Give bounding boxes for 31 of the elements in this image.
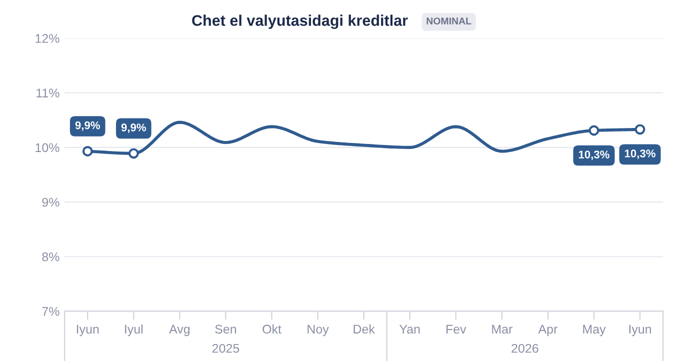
point: [634, 124, 646, 135]
x-tick-label: Okt: [262, 324, 282, 334]
chart-subtitle: NOMINAL: [426, 18, 472, 24]
y-tick-label: 7%: [42, 307, 60, 316]
x-tick-label: Noy: [308, 324, 329, 336]
x-tick-label: Yan: [399, 324, 420, 334]
x-tick-label: Sen: [215, 324, 236, 334]
y-tick-label: 11%: [36, 88, 60, 98]
y-tick-label: 12%: [36, 34, 60, 43]
y-tick-label: 8%: [42, 252, 60, 262]
x-tick-label: Fev: [446, 324, 466, 334]
x-tick-label: Iyul: [125, 324, 143, 336]
point: [82, 146, 93, 156]
point: [588, 125, 600, 136]
chart-title: Chet el valyutasidagi kreditlar: [192, 14, 408, 29]
y-tick-label: 10%: [36, 143, 60, 152]
x-tick-label: Apr: [538, 324, 558, 336]
data-label: 9,9%: [75, 121, 100, 131]
point: [128, 148, 139, 159]
x-tick-label: Mar: [492, 324, 512, 334]
x-tick-label: May: [583, 324, 606, 336]
text: 2025: [212, 344, 240, 353]
text: 2026: [512, 344, 538, 353]
data-label: 9,9%: [121, 124, 146, 134]
x-tick-label: Iyun: [76, 324, 99, 336]
y-tick-label: 9%: [42, 198, 60, 207]
data-label: 10,3%: [624, 150, 656, 159]
x-tick-label: Avg: [169, 324, 190, 336]
data-label: 10,3%: [578, 150, 610, 160]
x-tick-label: Iyun: [629, 324, 651, 336]
x-tick-label: Dek: [354, 324, 375, 334]
